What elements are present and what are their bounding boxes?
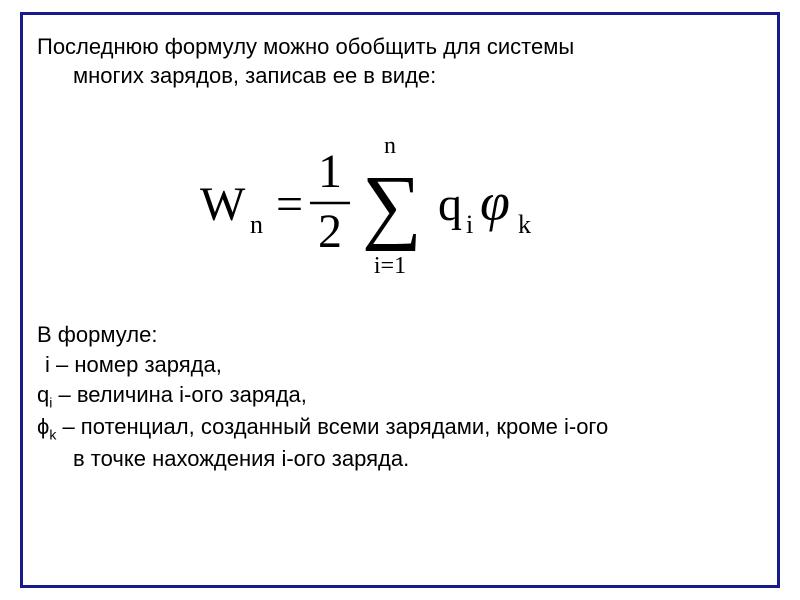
formula-phi: φ xyxy=(480,172,510,232)
def-phi: ϕk – потенциал, созданный всеми зарядами… xyxy=(37,412,763,444)
def-i: i – номер заряда, xyxy=(37,350,763,380)
def-q-symbol: q xyxy=(37,382,49,407)
formula-container: W n = 1 2 n ∑ i=1 q i φ k xyxy=(37,100,763,300)
formula-sum-lower: i=1 xyxy=(374,253,406,279)
slide-content-box: Последнюю формулу можно обобщить для сис… xyxy=(20,12,780,588)
formula-q: q xyxy=(438,178,462,231)
formula-frac-num: 1 xyxy=(318,145,342,198)
formula-sum-upper: n xyxy=(384,133,396,159)
def-phi-symbol: ϕ xyxy=(37,414,49,439)
formula-q-sub: i xyxy=(466,210,473,239)
def-q-desc: – величина i-ого заряда, xyxy=(52,382,307,407)
formula-sigma: ∑ xyxy=(362,159,422,252)
def-header: В формуле: xyxy=(37,320,763,350)
def-phi-desc: – потенциал, созданный всеми зарядами, к… xyxy=(56,414,608,439)
def-phi-cont: в точке нахождения i-ого заряда. xyxy=(37,444,763,474)
intro-line-2: многих зарядов, записав ее в виде: xyxy=(37,63,436,88)
formula-svg: W n = 1 2 n ∑ i=1 q i φ k xyxy=(190,115,610,285)
formula-W: W xyxy=(200,178,246,231)
formula-frac-den: 2 xyxy=(318,205,342,258)
def-q: qi – величина i-ого заряда, xyxy=(37,380,763,412)
intro-paragraph: Последнюю формулу можно обобщить для сис… xyxy=(37,33,763,90)
definitions-block: В формуле: i – номер заряда, qi – величи… xyxy=(37,320,763,474)
formula-W-sub: n xyxy=(250,210,263,239)
formula-equals: = xyxy=(276,178,303,231)
formula-phi-sub: k xyxy=(518,210,531,239)
intro-line-1: Последнюю формулу можно обобщить для сис… xyxy=(37,34,574,59)
